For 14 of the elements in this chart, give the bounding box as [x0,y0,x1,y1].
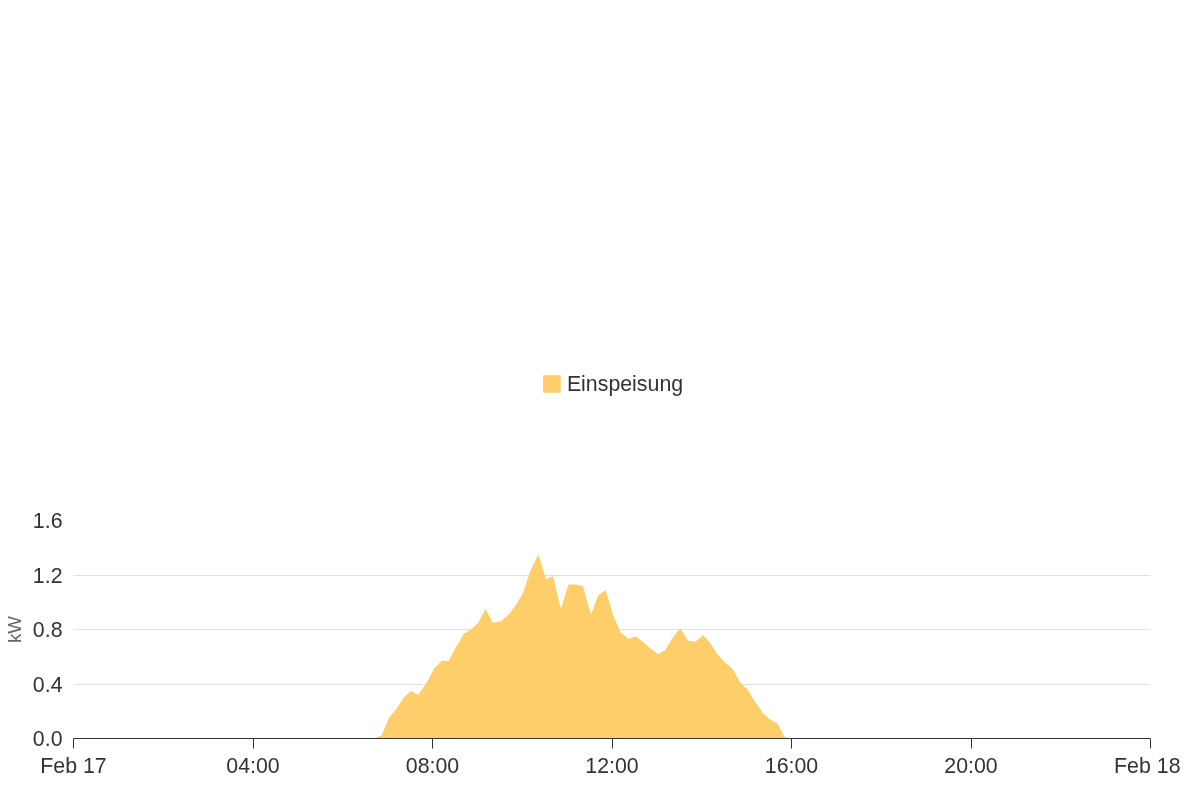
x-tick-label: 20:00 [944,753,998,778]
y-tick-label: 1.6 [32,509,63,533]
y-tick-label: 0.4 [32,672,63,697]
x-tick-label: Feb 18 [1114,753,1181,778]
x-tick-label: 04:00 [226,753,280,778]
x-tick-label: 16:00 [764,753,819,778]
legend-label: Einspeisung [566,371,684,397]
x-tick-label: Feb 17 [40,753,107,778]
y-tick-label: 0.0 [32,727,63,751]
x-tick-label: 12:00 [585,753,639,778]
y-tick-label: 0.8 [32,618,63,642]
y-tick-label: 1.2 [32,563,63,588]
y-axis-title: kW [3,615,25,643]
x-tick-label: 08:00 [405,753,460,778]
